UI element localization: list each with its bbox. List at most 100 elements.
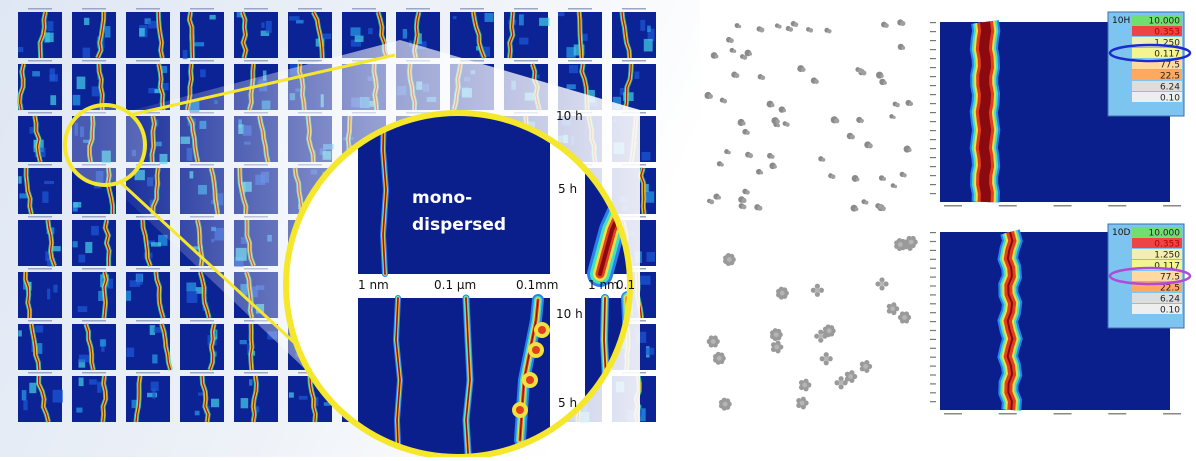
grid-heatmap-cell xyxy=(126,8,170,59)
legend-value: 0.117 xyxy=(1154,50,1180,60)
time-label-10h-bottom: 10 h xyxy=(556,307,583,321)
grid-heatmap-cell xyxy=(234,320,278,371)
grid-heatmap-cell xyxy=(558,8,602,59)
grid-heatmap-cell xyxy=(180,320,224,371)
time-label-5h-bottom: 5 h xyxy=(558,396,577,410)
legend-value: 0.117 xyxy=(1154,262,1180,272)
particle xyxy=(903,145,912,153)
particle xyxy=(744,49,753,57)
particle xyxy=(729,47,737,54)
particle xyxy=(716,161,724,167)
particle xyxy=(855,67,863,74)
legend-swatch xyxy=(1132,282,1182,292)
heatmap-top-highlight-ellipse xyxy=(1108,43,1192,63)
legend-value: 1.250 xyxy=(1154,39,1180,49)
mono-label-line2: dispersed xyxy=(412,215,506,235)
particle xyxy=(754,204,763,211)
particle xyxy=(704,91,713,100)
particle xyxy=(737,118,746,127)
particle xyxy=(785,25,794,32)
particle-images xyxy=(700,12,920,420)
grid-heatmap-cell xyxy=(180,268,224,319)
legend-swatch xyxy=(1132,249,1182,259)
particle xyxy=(864,141,873,149)
particle xyxy=(890,183,898,189)
legend-swatch xyxy=(1132,304,1182,314)
particle xyxy=(876,71,884,79)
legend-value: 0.353 xyxy=(1154,240,1180,250)
particle xyxy=(731,71,740,79)
legend-value: 22.5 xyxy=(1160,284,1180,294)
size-label-right-01: 0.1 xyxy=(616,278,635,292)
legend-swatch xyxy=(1132,260,1182,270)
particle-cluster xyxy=(770,340,784,354)
particle xyxy=(766,100,775,108)
particle xyxy=(782,121,790,127)
size-label-right-1nm: 1 nm xyxy=(588,278,619,292)
zoom-panel-top-left xyxy=(358,113,550,274)
particle xyxy=(818,156,826,162)
mono-label-line1: mono- xyxy=(412,188,472,208)
particle xyxy=(824,27,832,34)
particle xyxy=(739,54,748,60)
particle xyxy=(851,175,860,182)
particle xyxy=(810,77,819,84)
particle xyxy=(707,198,715,205)
particle xyxy=(806,27,814,33)
particle xyxy=(719,97,728,104)
grid-heatmap-cell xyxy=(72,320,116,371)
particle xyxy=(899,171,907,178)
particle xyxy=(846,132,855,140)
legend-swatch xyxy=(1132,59,1182,69)
legend-value: 10.000 xyxy=(1149,17,1181,27)
particle xyxy=(742,128,750,135)
particle xyxy=(757,74,766,81)
right-heatmaps: 10H 10.0000.3531.2500.11777.522.56.240.10… xyxy=(928,11,1192,424)
grid-heatmap-cell xyxy=(126,372,170,423)
legend-value: 1.250 xyxy=(1154,251,1180,261)
particle-cluster xyxy=(718,397,732,411)
small-highlight-circle xyxy=(63,103,147,187)
grid-heatmap-cell xyxy=(18,164,62,215)
grid-heatmap-cell xyxy=(72,216,116,267)
particle-cluster xyxy=(796,396,809,410)
particle-cluster xyxy=(822,324,836,338)
particle xyxy=(892,101,900,108)
particle xyxy=(828,173,836,180)
legend-value: 77.5 xyxy=(1160,273,1180,283)
particle-cluster xyxy=(875,277,889,291)
zoom-connector-top xyxy=(129,53,396,117)
size-label-01mm: 0.1mm xyxy=(516,278,558,292)
particle-cluster xyxy=(706,335,720,348)
particle xyxy=(756,26,765,33)
particle xyxy=(738,196,747,204)
particle xyxy=(850,204,859,212)
legend-swatch xyxy=(1132,238,1182,248)
grid-heatmap-cell xyxy=(504,8,550,59)
legend-swatch xyxy=(1132,48,1182,58)
size-label-1nm: 1 nm xyxy=(358,278,389,292)
particle-cluster xyxy=(897,311,912,324)
legend-swatch xyxy=(1132,227,1182,237)
grid-heatmap-cell xyxy=(612,8,656,59)
legend-value: 6.24 xyxy=(1160,295,1180,305)
particle xyxy=(790,20,799,28)
grid-heatmap-cell xyxy=(18,320,62,371)
grid-heatmap-cell xyxy=(234,372,278,423)
particle-cluster xyxy=(834,376,848,390)
grid-heatmap-cell xyxy=(72,372,116,423)
heatmap-top-tag: 10H xyxy=(1112,16,1130,26)
legend-swatch xyxy=(1132,92,1182,102)
legend-value: 0.10 xyxy=(1160,94,1180,104)
size-label-01um: 0.1 µm xyxy=(434,278,476,292)
grid-heatmap-cell xyxy=(288,8,332,59)
particle xyxy=(856,116,864,124)
grid-heatmap-cell xyxy=(18,216,62,267)
particle xyxy=(713,193,721,200)
legend-swatch xyxy=(1132,15,1182,25)
grid-heatmap-cell xyxy=(180,8,224,60)
particle xyxy=(756,168,764,175)
